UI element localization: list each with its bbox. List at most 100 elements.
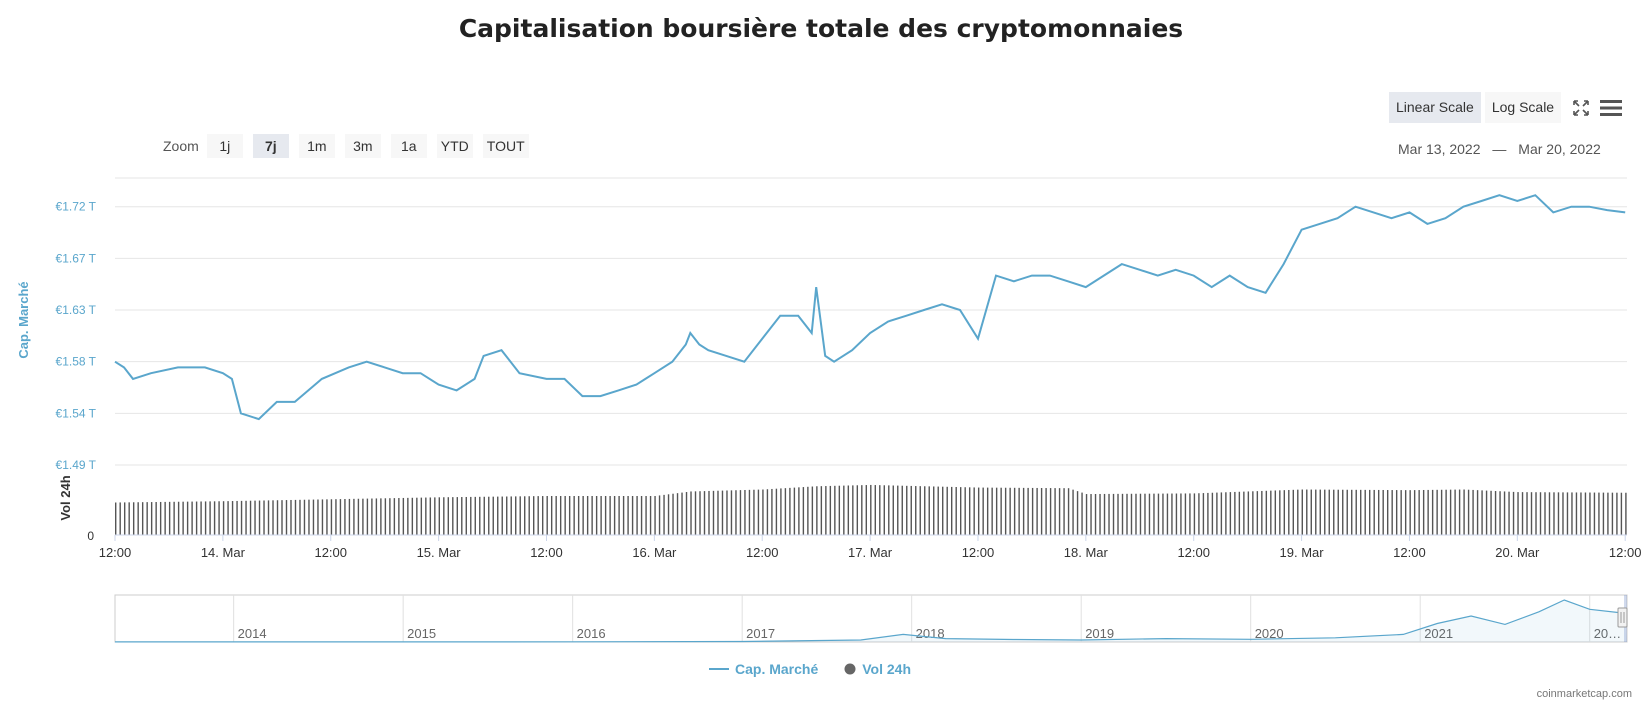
volume-bar bbox=[937, 486, 939, 535]
volume-bar bbox=[915, 486, 917, 535]
volume-bar bbox=[717, 490, 719, 535]
y-tick-label: €1.67 T bbox=[56, 251, 97, 265]
volume-bar bbox=[137, 502, 139, 535]
volume-bar bbox=[1544, 492, 1546, 535]
zoom-1j-button[interactable]: 1j bbox=[206, 134, 243, 158]
volume-bar bbox=[609, 496, 611, 535]
volume-bar bbox=[748, 489, 751, 535]
volume-bar bbox=[901, 485, 903, 535]
date-range: Mar 13, 2022 — Mar 20, 2022 bbox=[1398, 141, 1601, 157]
volume-bar bbox=[1103, 493, 1106, 535]
volume-bar bbox=[618, 496, 620, 535]
volume-bar bbox=[586, 496, 589, 535]
volume-bar bbox=[1013, 487, 1016, 535]
zoom-1m-button[interactable]: 1m bbox=[298, 134, 335, 158]
navigator-year-label: 2016 bbox=[577, 626, 606, 641]
volume-bar bbox=[276, 500, 279, 535]
volume-bar bbox=[1153, 493, 1155, 535]
volume-bar bbox=[461, 497, 463, 535]
zoom-7j-button[interactable]: 7j bbox=[252, 134, 289, 158]
volume-bar bbox=[1274, 490, 1277, 535]
volume-bar bbox=[1611, 492, 1614, 535]
volume-bar bbox=[892, 485, 894, 535]
volume-bar bbox=[1270, 490, 1272, 535]
volume-bar bbox=[546, 496, 548, 535]
zoom-1a-button[interactable]: 1a bbox=[390, 134, 427, 158]
volume-bar bbox=[1189, 493, 1191, 535]
volume-bar bbox=[1058, 488, 1061, 535]
y-axis-label-cap: Cap. Marché bbox=[16, 281, 31, 358]
volume-bar bbox=[128, 502, 130, 535]
volume-bar bbox=[789, 487, 791, 535]
volume-bar bbox=[1324, 489, 1326, 535]
zoom-tout-button[interactable]: TOUT bbox=[482, 134, 529, 158]
volume-bar bbox=[798, 487, 800, 535]
y-axis-label-vol: Vol 24h bbox=[58, 475, 73, 520]
volume-bar bbox=[870, 484, 872, 535]
volume-bar bbox=[1445, 489, 1447, 535]
volume-bar bbox=[1031, 487, 1034, 535]
volume-bar bbox=[1229, 492, 1232, 535]
volume-bar bbox=[1562, 492, 1564, 535]
fullscreen-icon[interactable] bbox=[1567, 92, 1595, 123]
chart-title: Capitalisation boursière totale des cryp… bbox=[458, 14, 1184, 43]
volume-bar bbox=[1342, 489, 1344, 535]
volume-bar bbox=[591, 496, 593, 535]
volume-bar bbox=[1288, 489, 1290, 535]
zoom-ytd-button[interactable]: YTD bbox=[436, 134, 473, 158]
volume-bar bbox=[1589, 492, 1591, 535]
volume-bar bbox=[856, 485, 859, 535]
volume-bar bbox=[1040, 488, 1043, 535]
volume-bar bbox=[452, 497, 454, 535]
volume-bar bbox=[1337, 489, 1339, 535]
volume-bar bbox=[744, 489, 746, 535]
volume-bar bbox=[977, 487, 980, 535]
volume-bar bbox=[182, 501, 184, 535]
navigator[interactable]: 2014201520162017201820192020202120… bbox=[114, 594, 1628, 643]
volume-bar bbox=[146, 502, 148, 535]
zoom-3m-button[interactable]: 3m bbox=[344, 134, 381, 158]
volume-bar bbox=[1598, 492, 1600, 535]
range-from[interactable]: Mar 13, 2022 bbox=[1398, 141, 1481, 157]
legend-item-vol[interactable]: Vol 24h bbox=[844, 661, 911, 677]
navigator-year-label: 2021 bbox=[1424, 626, 1453, 641]
volume-bar bbox=[604, 496, 607, 535]
volume-bar bbox=[204, 501, 207, 535]
volume-bar bbox=[1135, 493, 1137, 535]
volume-bar bbox=[209, 501, 211, 535]
volume-bar bbox=[568, 496, 571, 535]
volume-bar bbox=[735, 490, 737, 535]
legend-item-cap[interactable]: Cap. Marché bbox=[708, 661, 818, 677]
volume-bar bbox=[888, 485, 890, 535]
volume-bar bbox=[757, 489, 760, 535]
linear-scale-button[interactable]: Linear Scale bbox=[1389, 92, 1481, 123]
volume-bar bbox=[294, 499, 297, 535]
volume-bar bbox=[492, 496, 494, 535]
volume-bar bbox=[371, 498, 373, 535]
x-tick-label: 15. Mar bbox=[417, 545, 462, 560]
volume-bar bbox=[1283, 490, 1286, 535]
volume-bar bbox=[168, 501, 171, 535]
legend-line-icon bbox=[709, 668, 729, 670]
volume-bar bbox=[906, 485, 908, 535]
volume-bar bbox=[1476, 490, 1479, 535]
hamburger-menu-icon[interactable] bbox=[1597, 92, 1625, 123]
volume-bar bbox=[429, 497, 432, 535]
log-scale-button[interactable]: Log Scale bbox=[1484, 92, 1562, 123]
volume-bar bbox=[780, 488, 782, 535]
source-credit[interactable]: coinmarketcap.com bbox=[1536, 688, 1632, 700]
volume-bar bbox=[928, 486, 930, 535]
legend-label-vol: Vol 24h bbox=[862, 661, 912, 677]
volume-bar bbox=[1180, 493, 1182, 535]
volume-bar bbox=[159, 501, 162, 535]
volume-bar bbox=[959, 487, 962, 535]
volume-bar bbox=[326, 499, 328, 535]
volume-bar bbox=[1440, 489, 1443, 535]
volume-bar bbox=[726, 490, 728, 535]
volume-bar bbox=[802, 487, 805, 535]
range-to[interactable]: Mar 20, 2022 bbox=[1518, 141, 1601, 157]
volume-bar bbox=[1391, 490, 1393, 535]
volume-bar bbox=[164, 501, 166, 535]
volume-bar bbox=[973, 487, 975, 535]
